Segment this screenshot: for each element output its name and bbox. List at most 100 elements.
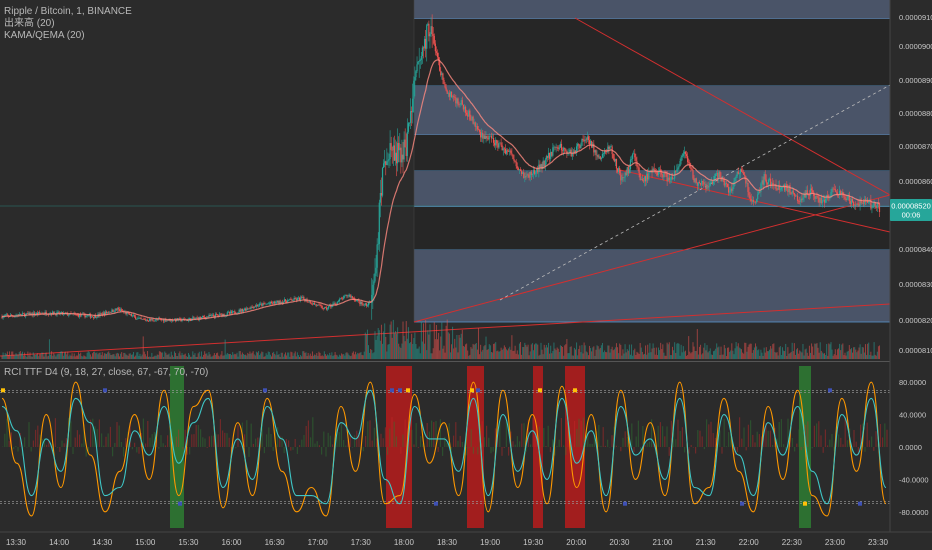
candle-body [726, 184, 729, 187]
candle-body [459, 104, 461, 105]
candle-body [390, 143, 392, 150]
volume-bar [120, 353, 122, 359]
rci-signal-markers [1, 388, 862, 506]
volume-bar [140, 356, 142, 359]
candle-body [715, 174, 717, 177]
volume-bar [372, 353, 374, 359]
volume-bar [70, 355, 72, 359]
rci-histogram-bar [459, 435, 461, 447]
volume-bar [642, 354, 644, 359]
candle-body [804, 193, 806, 198]
candle-body [554, 146, 556, 148]
volume-bar [255, 351, 257, 359]
volume-bar [31, 356, 33, 359]
candle-body [766, 182, 768, 185]
candle-body [105, 311, 108, 314]
volume-bar [124, 352, 126, 359]
candle-body [454, 97, 456, 98]
volume-bar [216, 353, 218, 359]
candle-body [547, 152, 550, 158]
volume-bar [250, 353, 252, 359]
candle-body [76, 314, 79, 316]
rci-histogram-bar [622, 437, 624, 447]
volume-bar [853, 347, 855, 359]
time-axis[interactable] [0, 532, 932, 550]
volume-bar [503, 345, 505, 359]
volume-bar [10, 355, 12, 359]
volume-bar [96, 352, 98, 359]
volume-bar [328, 355, 330, 359]
volume-bar [691, 352, 693, 359]
volume-bar [758, 349, 760, 359]
volume-bar [29, 352, 31, 359]
rci-histogram-bar [706, 419, 708, 447]
candle-body [248, 308, 250, 310]
volume-bar [192, 351, 194, 359]
volume-bar [786, 355, 788, 359]
volume-bar [482, 349, 484, 359]
candle-body [242, 309, 245, 312]
candle-body [788, 185, 790, 193]
volume-bar [819, 342, 821, 359]
candle-body [323, 307, 325, 309]
volume-bar [86, 352, 88, 359]
rci-histogram-bar [312, 417, 314, 447]
volume-bar [541, 349, 543, 359]
candle-body [440, 70, 442, 75]
rci-indicator-label[interactable]: RCI TTF D4 (9, 18, 27, close, 67, -67, 7… [4, 367, 209, 378]
candle-body [284, 299, 287, 302]
candle-body [402, 154, 404, 160]
candle-body [817, 196, 819, 198]
rci-histogram-bar [602, 427, 604, 447]
volume-bar [228, 354, 230, 359]
candle-body [443, 79, 445, 85]
rci-histogram-bar [483, 437, 485, 447]
volume-bar [392, 319, 394, 359]
volume-bar [807, 355, 809, 359]
volume-bar [322, 356, 324, 359]
candle-body [276, 300, 278, 302]
kama-indicator-label[interactable]: KAMA/QEMA (20) [4, 30, 85, 41]
candle-body [581, 139, 583, 146]
time-tick-label: 15:00 [135, 538, 156, 547]
rci-histogram-bar [279, 435, 281, 447]
volume-bar [182, 354, 184, 359]
volume-bar [734, 348, 736, 359]
candle-body [683, 151, 685, 154]
candle-body [618, 168, 620, 172]
rci-histogram-bar [235, 447, 237, 449]
volume-bar [736, 346, 738, 359]
candle-body [391, 149, 393, 151]
volume-bar [100, 355, 102, 359]
volume-bar [548, 342, 550, 359]
volume-bar [236, 352, 238, 359]
rci-histogram-bar [778, 421, 780, 447]
rci-histogram-bar [426, 423, 428, 447]
volume-bar [299, 356, 301, 359]
candle-body [703, 182, 705, 185]
candle-body [383, 163, 385, 168]
rci-histogram-bar [492, 447, 494, 452]
volume-bar [348, 354, 350, 359]
volume-bar [92, 353, 94, 359]
volume-bar [701, 354, 703, 359]
volume-bar [597, 346, 599, 359]
volume-bar [93, 351, 95, 359]
volume-bar [490, 352, 492, 359]
candle-body [39, 312, 41, 314]
price-axis[interactable] [890, 0, 932, 532]
candle-body [698, 182, 701, 184]
rci-histogram-bar [294, 438, 296, 447]
volume-bar [692, 342, 694, 359]
volume-bar [358, 353, 360, 359]
volume-bar [199, 356, 201, 359]
rci-histogram-bar [736, 447, 738, 453]
volume-bar [246, 355, 248, 359]
candle-body [125, 311, 127, 315]
volume-bar [42, 352, 44, 359]
symbol-title[interactable]: Ripple / Bitcoin, 1, BINANCE [4, 6, 132, 17]
volume-indicator-label[interactable]: 出来高 (20) [4, 18, 55, 29]
volume-bar [55, 356, 57, 359]
time-tick-label: 21:00 [652, 538, 673, 547]
